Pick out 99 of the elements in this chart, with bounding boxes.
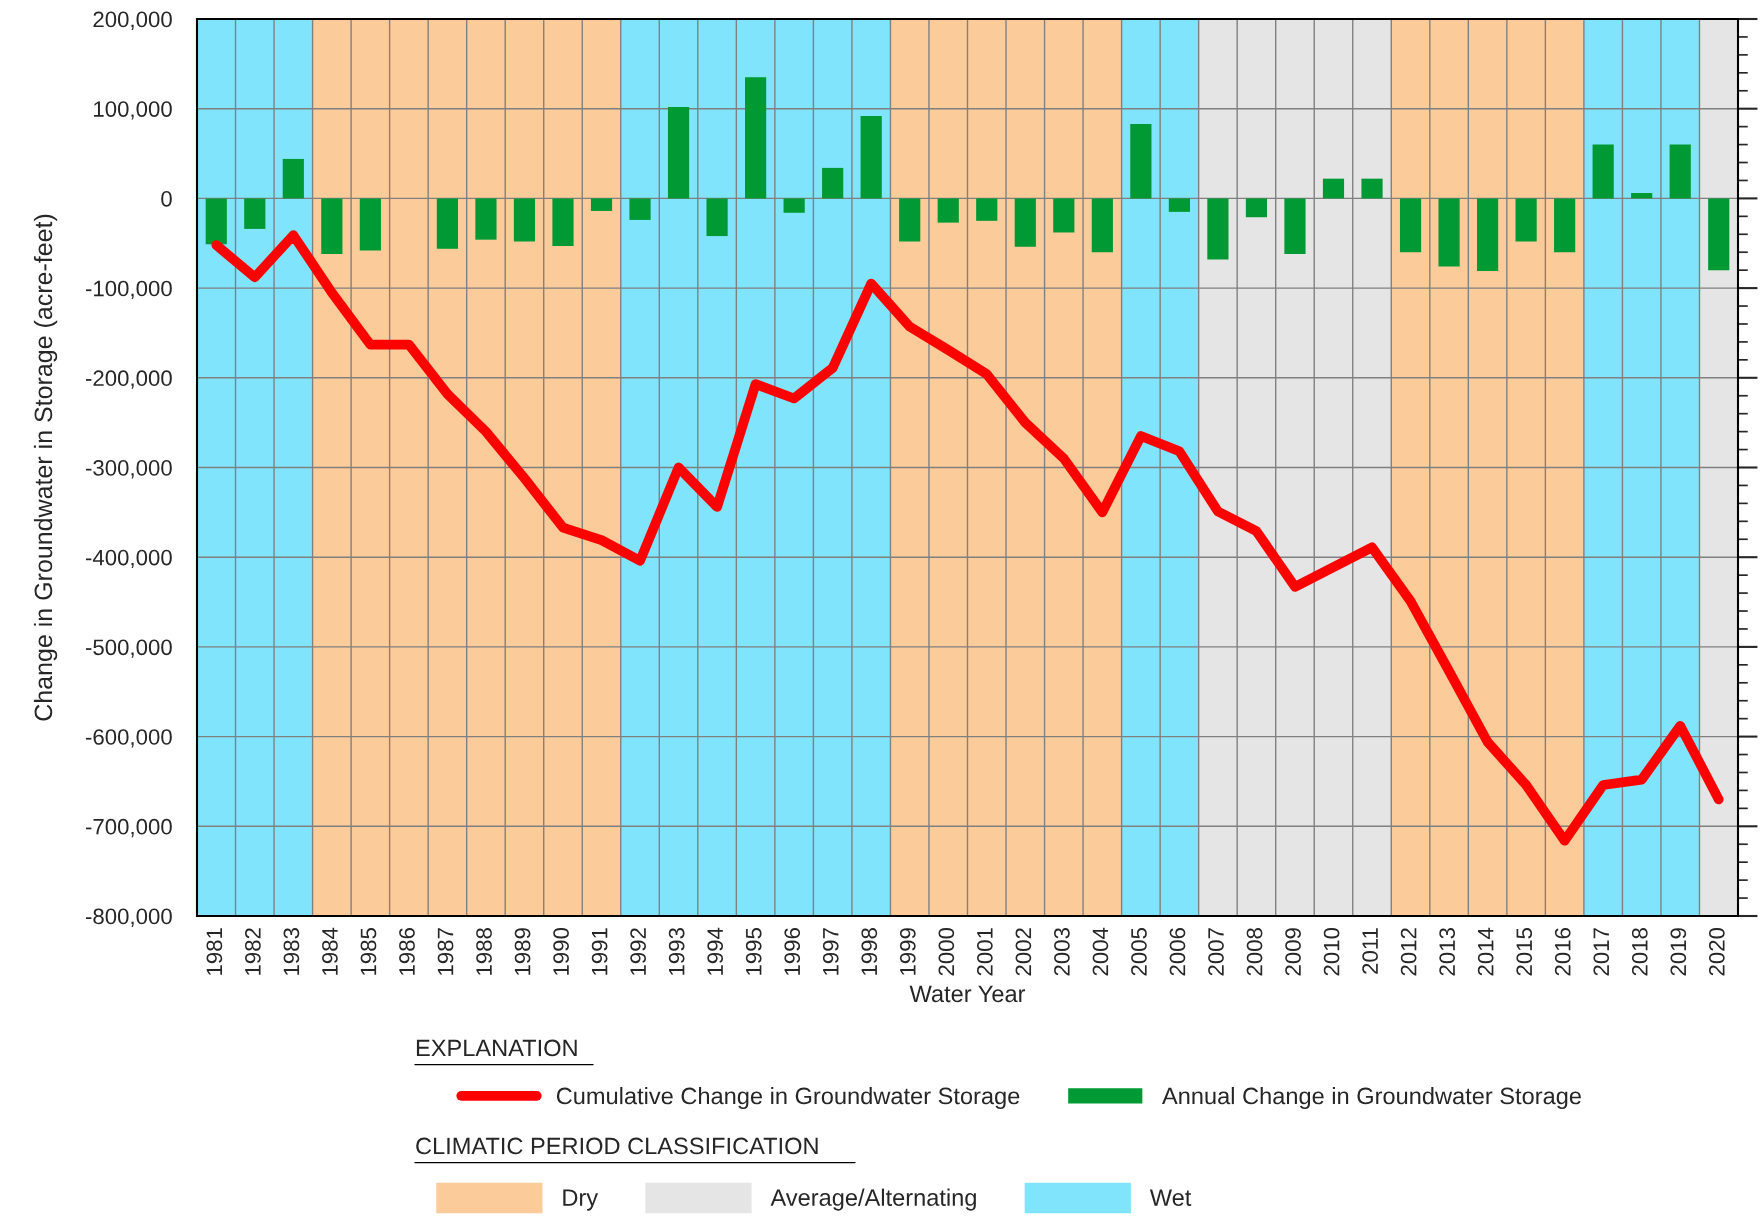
y-tick-label: -300,000 (85, 460, 172, 479)
y-tick-label: -400,000 (85, 549, 172, 569)
x-tick-label: 2009 (1285, 928, 1301, 976)
bar (1284, 198, 1306, 255)
bar (1245, 198, 1268, 218)
x-tick-label: 2017 (1593, 928, 1610, 976)
x-tick-label: 1998 (861, 928, 878, 975)
x-tick-label: 2001 (976, 928, 993, 976)
bar (629, 198, 651, 220)
bar (1168, 198, 1190, 212)
x-tick-label: 2018 (1631, 928, 1648, 976)
y-tick-label: -500,000 (85, 639, 172, 658)
x-tick-label: 1992 (630, 928, 646, 975)
bar (667, 106, 690, 199)
bar (552, 198, 574, 246)
x-tick-label: 2020 (1708, 927, 1725, 976)
text: CLIMATIC PERIOD CLASSIFICATION (416, 1137, 818, 1155)
x-tick-label: 1981 (206, 928, 223, 975)
bar (1631, 193, 1653, 199)
bar (1708, 198, 1730, 271)
bar (321, 198, 343, 255)
bar (590, 198, 613, 211)
bar (1476, 198, 1499, 272)
x-tick-label: 1987 (437, 928, 454, 975)
bar (1399, 198, 1422, 253)
x-tick-label: 2008 (1246, 928, 1263, 976)
x-tick-label: 1984 (322, 927, 338, 975)
x-axis-title: Water Year (909, 985, 1026, 1003)
x-tick-label: 1982 (245, 928, 261, 975)
bar (976, 198, 998, 221)
y-tick-label: -700,000 (85, 818, 172, 838)
bar (860, 115, 882, 199)
bar (706, 198, 728, 237)
x-tick-label: 2003 (1054, 928, 1070, 976)
x-tick-label: 2002 (1015, 928, 1032, 976)
legend-label: Cumulative Change in Groundwater Storage (556, 1086, 1020, 1110)
x-tick-label: 1994 (707, 927, 724, 975)
text: EXPLANATION (416, 1039, 577, 1057)
bar (783, 198, 805, 213)
x-tick-label: 2000 (938, 927, 955, 976)
bar (1438, 198, 1460, 267)
bar (282, 158, 304, 199)
bar (1554, 198, 1576, 253)
legend-label: Annual Change in Groundwater Storage (1161, 1086, 1581, 1110)
x-tick-label: 1999 (899, 928, 916, 975)
x-tick-label: 2019 (1670, 928, 1687, 976)
bar (1322, 178, 1345, 199)
x-tick-label: 1983 (283, 928, 300, 975)
x-tick-label: 1985 (360, 928, 377, 975)
bar (899, 198, 921, 242)
y-tick-label: -100,000 (85, 280, 172, 299)
y-tick-label: -600,000 (85, 729, 172, 748)
x-tick-label: 2016 (1554, 928, 1571, 976)
legend-label: Wet (1149, 1189, 1192, 1206)
bar (745, 77, 767, 199)
x-tick-label: 2007 (1208, 928, 1224, 976)
bar (1091, 198, 1113, 253)
bar (937, 198, 959, 223)
x-tick-label: 2012 (1400, 928, 1417, 976)
bar (1014, 198, 1036, 247)
y-tick-label: -800,000 (85, 908, 172, 927)
bar (1207, 198, 1229, 260)
bar (475, 198, 497, 240)
bar (359, 198, 381, 251)
legend-label: Dry (563, 1189, 599, 1211)
x-tick-label: 1996 (784, 928, 801, 975)
bar (1053, 198, 1075, 233)
bar (1130, 123, 1152, 199)
x-tick-label: 2011 (1362, 928, 1378, 974)
x-tick-label: 1991 (591, 928, 608, 975)
bar (1592, 144, 1614, 199)
x-tick-label: 1990 (553, 927, 569, 975)
x-tick-label: 2013 (1439, 928, 1456, 976)
x-tick-label: 2004 (1092, 927, 1109, 976)
x-tick-label: 1989 (514, 928, 531, 975)
x-tick-label: 1997 (822, 928, 839, 975)
y-tick-label: 200,000 (93, 11, 172, 30)
bar (205, 198, 227, 245)
x-tick-label: 2015 (1516, 928, 1533, 976)
x-tick-label: 2010 (1323, 927, 1340, 976)
x-tick-label: 2014 (1477, 927, 1494, 976)
x-tick-label: 2005 (1131, 928, 1147, 976)
x-tick-label: 1986 (399, 928, 415, 975)
bar (1361, 178, 1383, 199)
x-tick-label: 2006 (1169, 928, 1186, 976)
bar (244, 198, 266, 229)
y-axis-title: Change in Groundwater in Storage (acre-feet) (33, 214, 58, 721)
legend-label: Average/Alternating (770, 1188, 976, 1211)
y-tick-label: -200,000 (85, 370, 172, 389)
bar (513, 198, 536, 242)
bar (1515, 198, 1537, 242)
bar (822, 167, 844, 199)
bar (436, 198, 459, 249)
bar (1669, 144, 1691, 199)
y-tick-label: 100,000 (94, 101, 172, 120)
x-tick-label: 1995 (745, 928, 762, 975)
y-tick-label: 0 (161, 190, 172, 207)
x-tick-label: 1993 (668, 928, 685, 975)
x-tick-label: 1988 (476, 928, 492, 975)
